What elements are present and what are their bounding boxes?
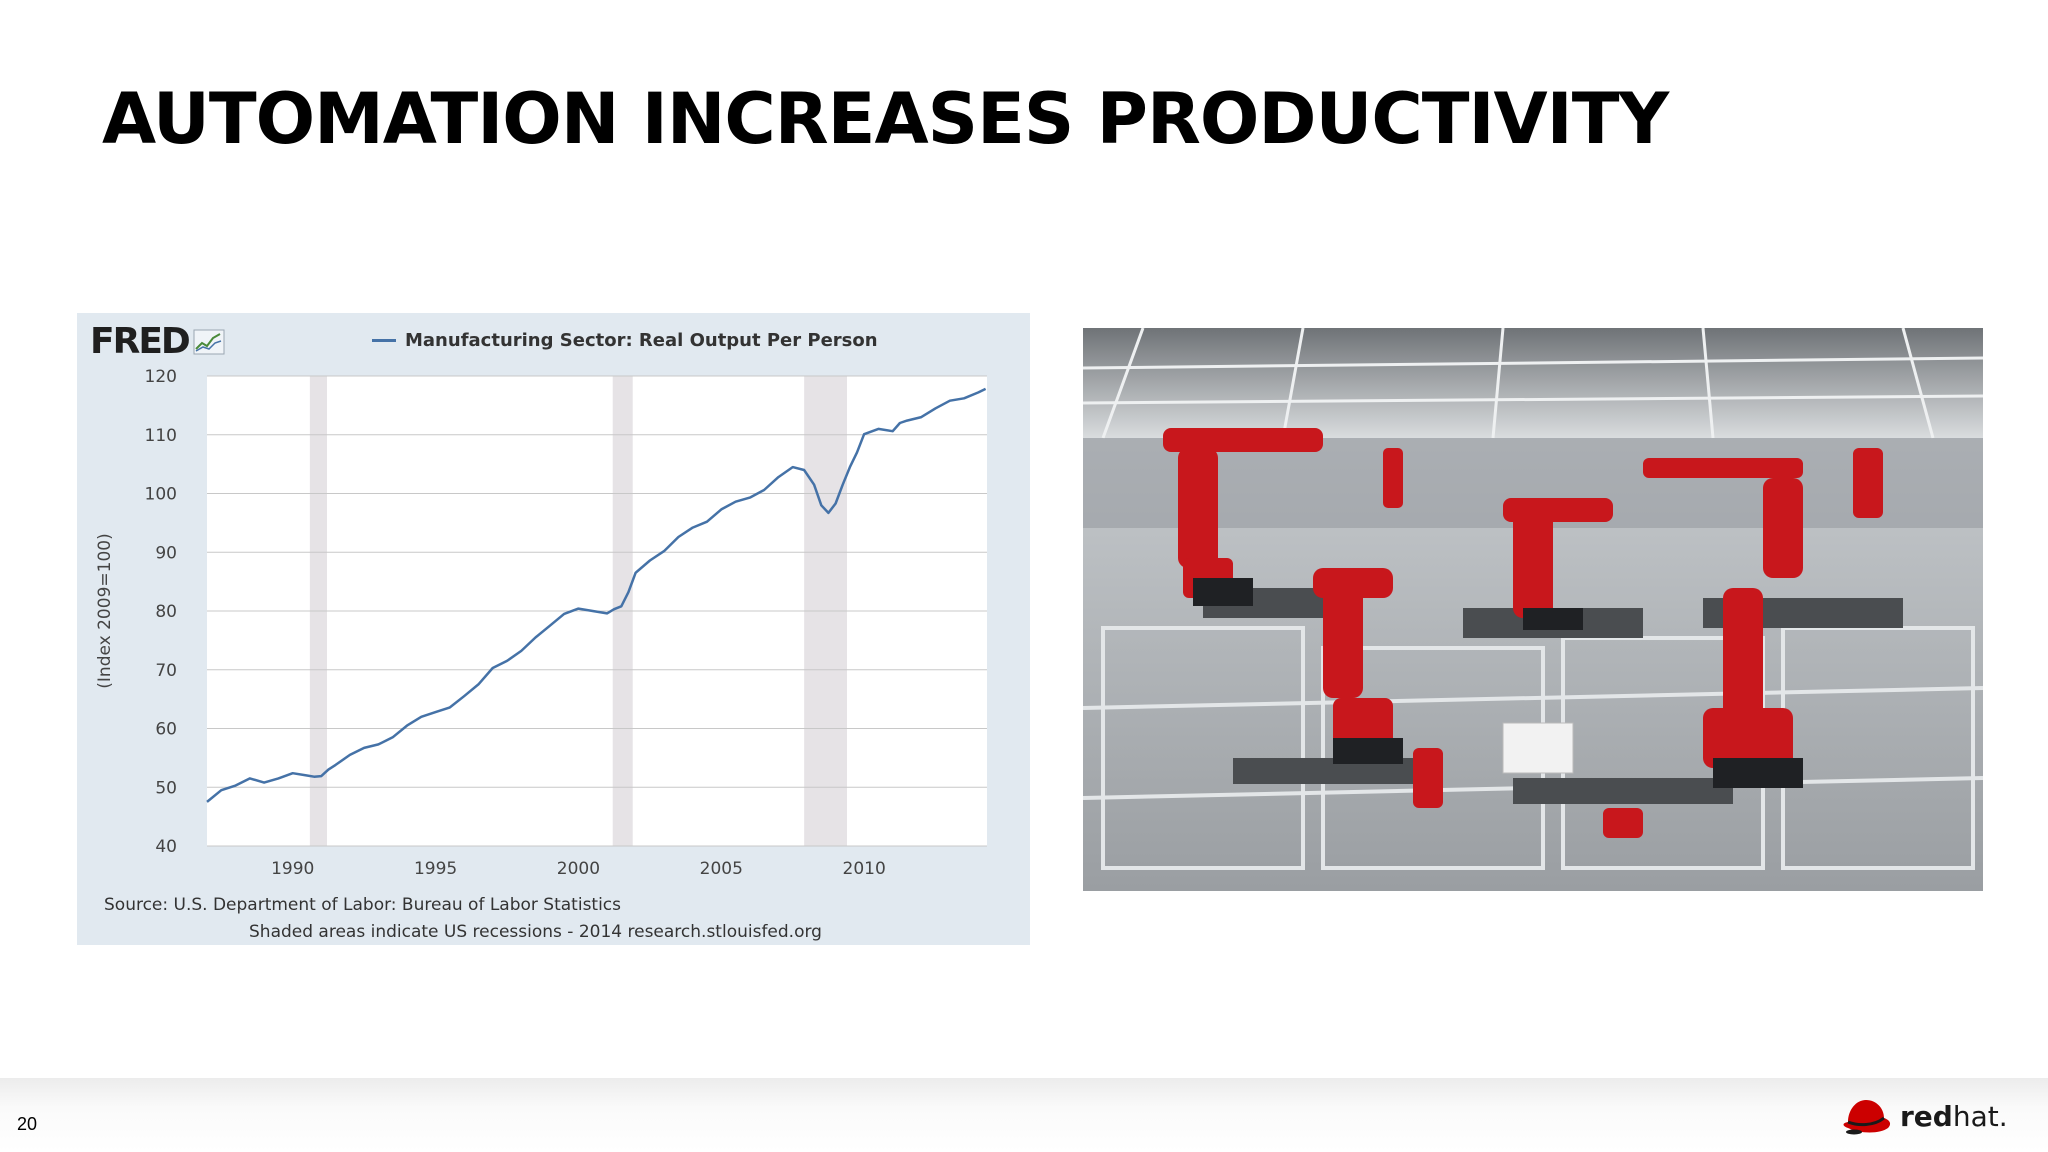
x-tick-label-1995: 1995: [414, 859, 457, 879]
x-tick-label-2005: 2005: [700, 859, 743, 879]
x-tick-label-2010: 2010: [843, 859, 886, 879]
slide-title: AUTOMATION INCREASES PRODUCTIVITY: [102, 78, 1669, 160]
chart-canvas: 40 50 60 70 80 90 100 110 120 1990 1995 2000 2005 201…: [95, 367, 987, 879]
series-line: [206, 387, 987, 803]
chart-source: Source: U.S. Department of Labor: Bureau…: [104, 895, 622, 915]
y-tick-label-50: 50: [155, 778, 177, 798]
y-tick-label-80: 80: [155, 602, 177, 622]
y-tick-label-70: 70: [155, 661, 177, 681]
y-tick-label-110: 110: [145, 426, 177, 446]
x-tick-label-2000: 2000: [557, 859, 600, 879]
chart-legend: Manufacturing Sector: Real Output Per Pe…: [372, 330, 878, 351]
redhat-hat-icon: [1843, 1100, 1891, 1135]
fred-logo: FRED: [90, 321, 225, 362]
chart-note: Shaded areas indicate US recessions - 20…: [249, 922, 822, 942]
factory-robots-photo: [1083, 328, 1983, 891]
footer-band: [0, 1078, 2048, 1152]
chart-trend-icon: [193, 329, 225, 354]
legend-swatch: [372, 339, 396, 342]
y-axis-label: (Index 2009=100): [95, 533, 115, 688]
page-number: 20: [17, 1114, 38, 1134]
y-tick-label-100: 100: [145, 485, 177, 505]
fred-chart-panel: 40 50 60 70 80 90 100 110 120 1990 1995 2000 2005 201…: [77, 313, 1030, 945]
fred-logo-text: FRED: [90, 321, 191, 362]
y-tick-label-40: 40: [155, 837, 177, 857]
y-tick-label-120: 120: [145, 367, 177, 387]
y-tick-label-90: 90: [155, 543, 177, 563]
legend-label: Manufacturing Sector: Real Output Per Pe…: [405, 330, 878, 351]
redhat-logo: redhat.: [1840, 1096, 2008, 1136]
x-tick-label-1990: 1990: [271, 859, 314, 879]
redhat-wordmark: redhat.: [1900, 1099, 2008, 1133]
y-tick-label-60: 60: [155, 720, 177, 740]
